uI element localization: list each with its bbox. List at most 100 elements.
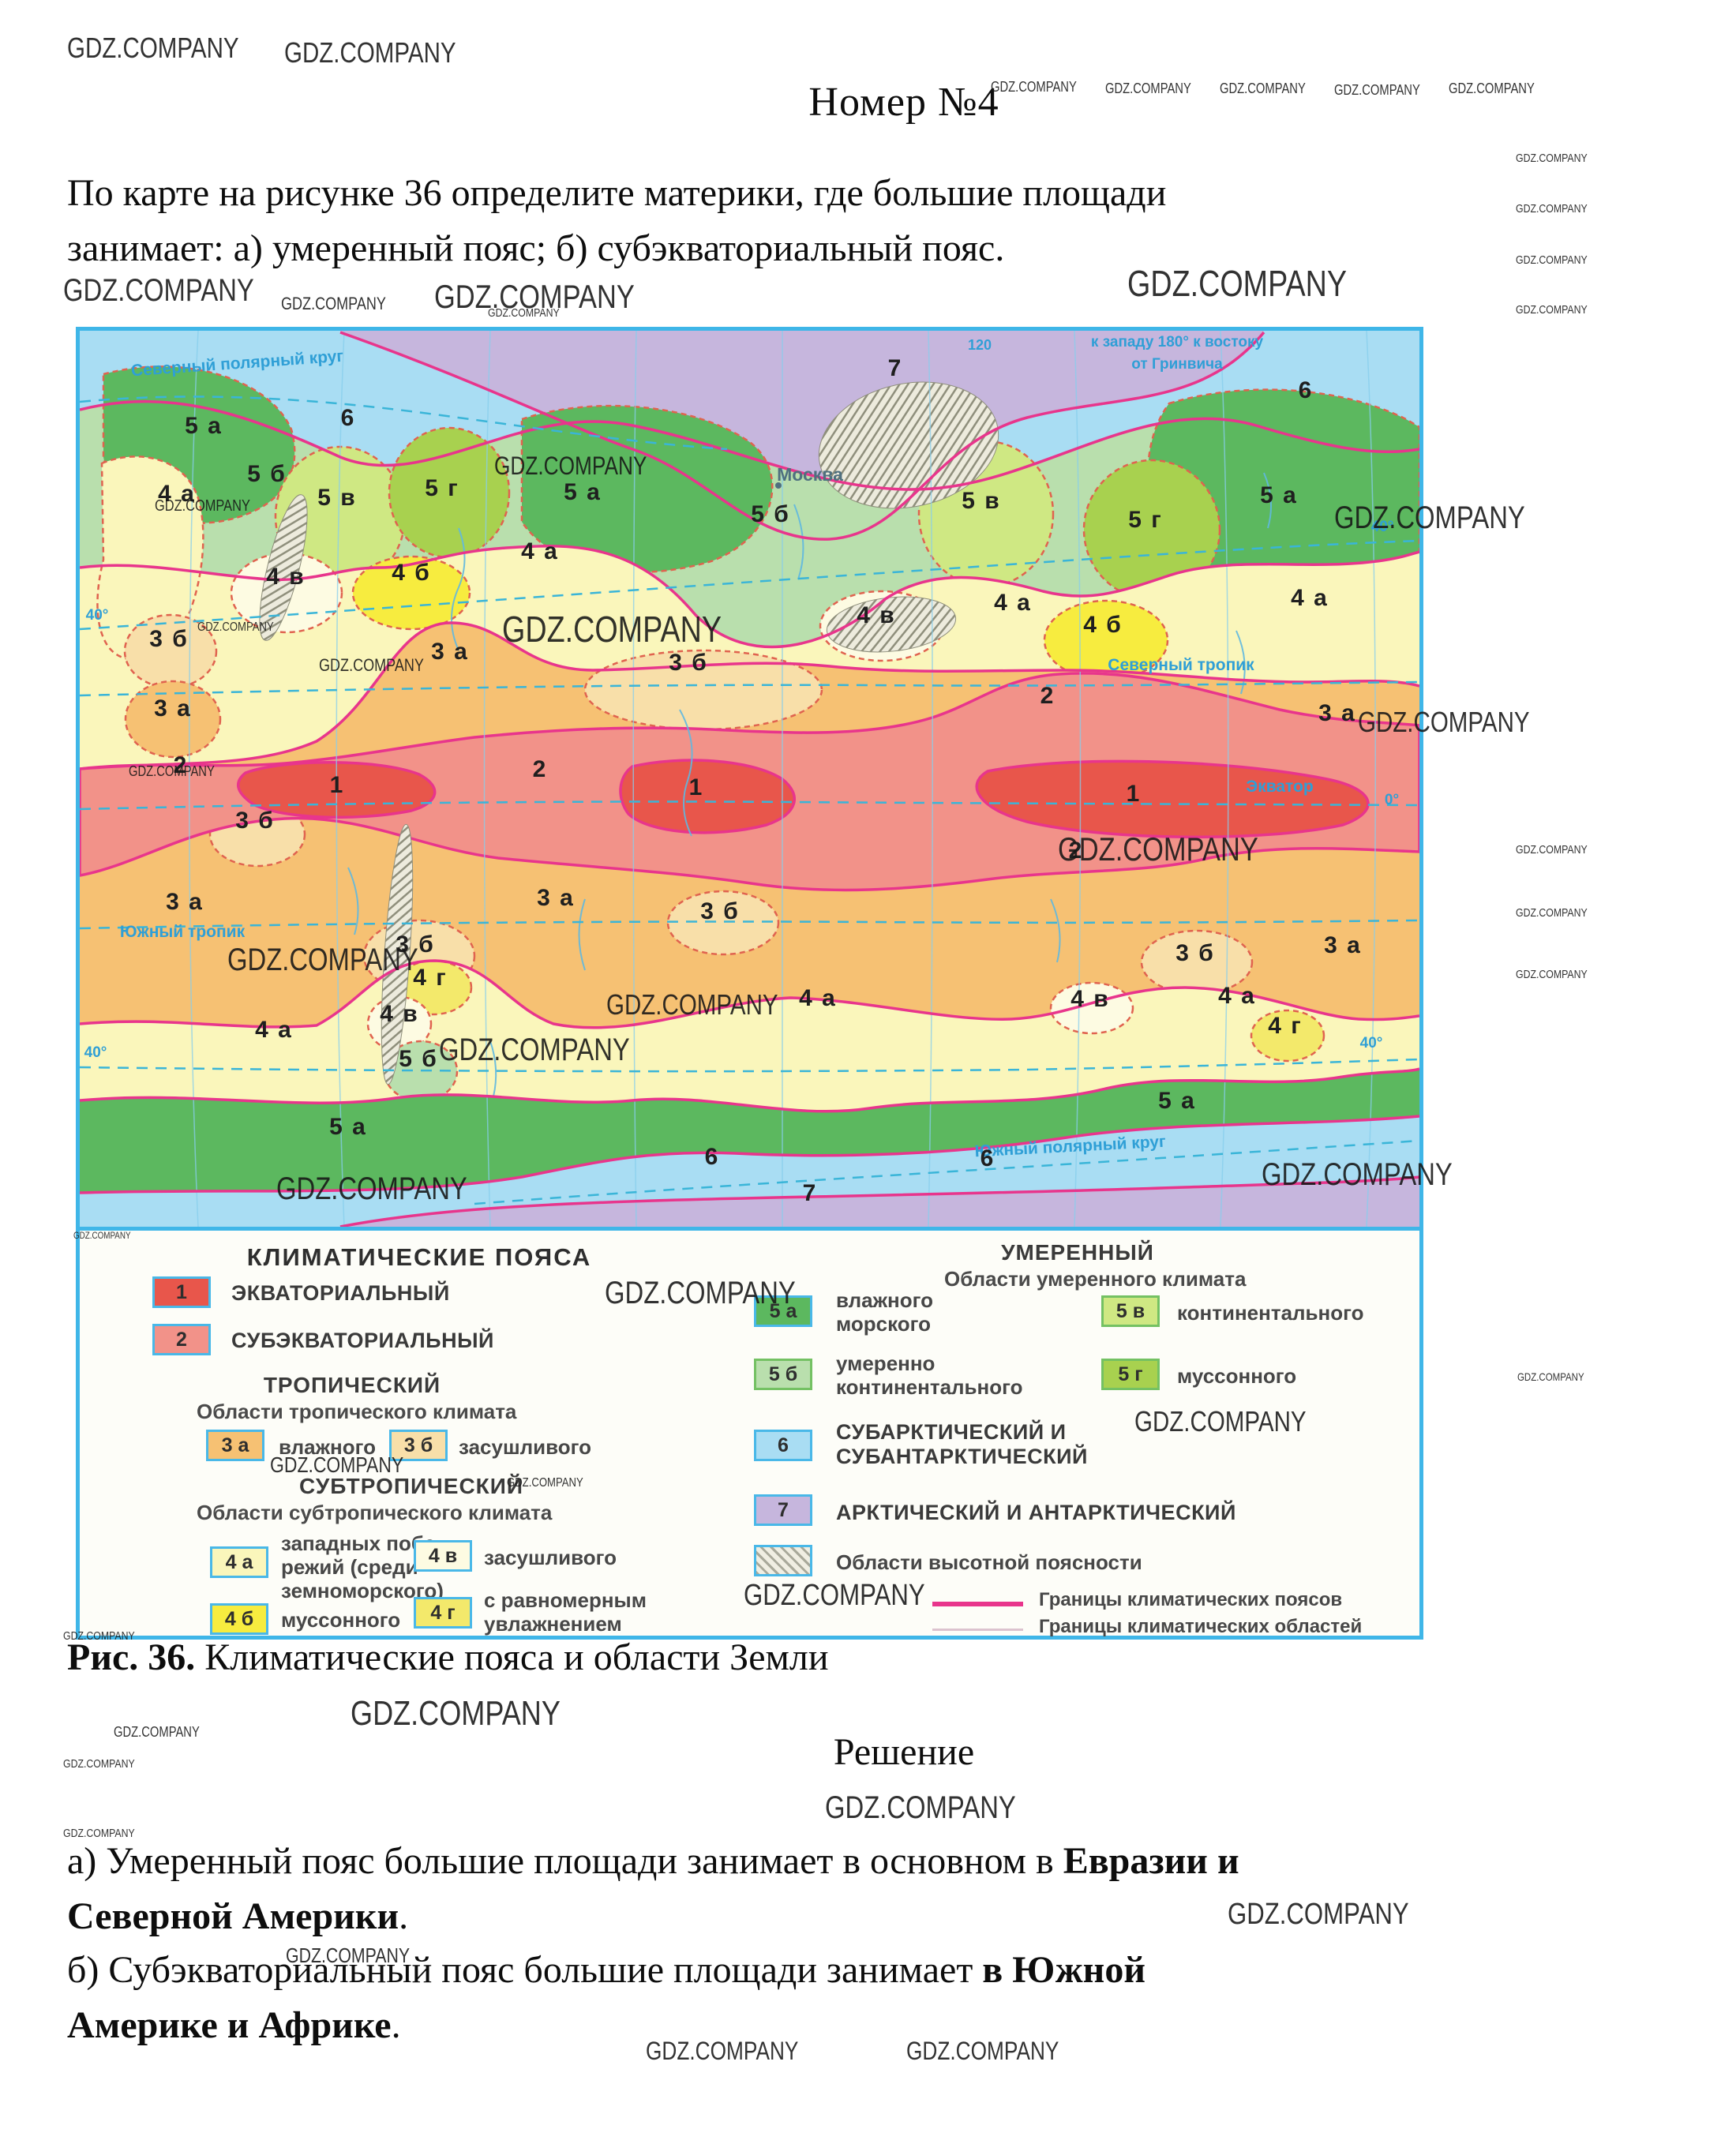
watermark: GDZ.COMPANY: [646, 2037, 799, 2065]
zone-label: 5 б: [751, 501, 790, 527]
zone-label: 3 б: [1175, 940, 1215, 966]
map-annotation: 40°: [1360, 1035, 1383, 1051]
swatch-num: 7: [778, 1498, 789, 1521]
map-annotation: Южный тропик: [120, 923, 246, 941]
zone-label: 4 а: [521, 538, 559, 564]
zone-label: 7: [888, 355, 903, 381]
legend-swatch-4a: 4 а: [210, 1546, 268, 1578]
zone-label: 2: [533, 756, 548, 782]
solution-text: б) Субэкваториальный пояс большие площад…: [67, 1949, 983, 1991]
climate-map-figure: Северный полярный круг к западу 180° к во…: [76, 327, 1423, 1640]
zone-label: 4 а: [255, 1017, 293, 1043]
zone-label: 3 а: [166, 889, 204, 915]
watermark: GDZ.COMPANY: [63, 1629, 135, 1643]
map-annotation: 40°: [84, 1044, 107, 1061]
watermark: GDZ.COMPANY: [129, 763, 215, 779]
watermark: GDZ.COMPANY: [1262, 1157, 1453, 1192]
swatch-num: 3 б: [403, 1434, 433, 1456]
legend-swatch-5g: 5 г: [1101, 1359, 1160, 1390]
map-annotation: 120: [968, 337, 992, 353]
watermark: GDZ.COMPANY: [63, 1827, 135, 1840]
legend-label-4b: муссонного: [281, 1608, 401, 1632]
zone-label: 3 а: [154, 695, 192, 722]
watermark: GDZ.COMPANY: [1516, 968, 1588, 981]
zone-label: 5 а: [185, 413, 223, 439]
swatch-num: 5 б: [768, 1362, 798, 1385]
zone-label: 2: [1069, 838, 1084, 864]
legend-swatch-4b: 4 б: [210, 1603, 268, 1635]
zone-label: 5 в: [962, 488, 1000, 514]
watermark: GDZ.COMPANY: [227, 943, 418, 977]
zone-label: 4 б: [1083, 612, 1123, 638]
legend-swatch-3b: 3 б: [389, 1430, 448, 1461]
zone-label: 6: [1299, 377, 1314, 403]
solution-answer-bold: Северной Америки: [67, 1895, 399, 1937]
legend-swatch-altitude: [754, 1545, 812, 1576]
legend-swatch-6: 6: [754, 1430, 812, 1461]
map-annotation: Экватор: [1246, 778, 1313, 796]
map-legend: КЛИМАТИЧЕСКИЕ ПОЯСА 1 ЭКВАТОРИАЛЬНЫЙ 2 С…: [80, 1227, 1419, 1637]
zone-label: 3 б: [235, 808, 275, 834]
watermark: GDZ.COMPANY: [1127, 263, 1348, 304]
zone-label: 3 а: [1324, 932, 1362, 958]
watermark: GDZ.COMPANY: [319, 655, 424, 675]
zone-label: 4 а: [799, 985, 837, 1011]
zone-boundaries: [80, 331, 1419, 1227]
zone-label: 4 г: [1268, 1013, 1303, 1039]
zone-label: 6: [705, 1144, 720, 1170]
page-title: Номер №4: [808, 80, 999, 125]
legend-label-4g: с равномерным увлажнением: [484, 1588, 647, 1636]
zone-label: 5 г: [1128, 507, 1163, 533]
solution-line-1: а) Умеренный пояс большие площади занима…: [67, 1839, 1685, 1883]
legend-sub-tropical: Области тропического климата: [197, 1400, 517, 1423]
legend-sub-subtropical: Области субтропического климата: [197, 1501, 553, 1524]
zone-label: 4 а: [1291, 585, 1329, 611]
watermark: GDZ.COMPANY: [1516, 303, 1588, 317]
zone-label: 3 а: [537, 885, 575, 911]
legend-label-7: АРКТИЧЕСКИЙ И АНТАРКТИЧЕСКИЙ: [836, 1501, 1236, 1524]
zone-label: 3 б: [700, 898, 740, 924]
zone-label: 5 а: [1260, 482, 1298, 508]
swatch-num: 4 б: [224, 1607, 254, 1630]
swatch-num: 1: [176, 1280, 187, 1303]
legend-label-3b: засушливого: [459, 1435, 592, 1459]
legend-belt-border-sample: [932, 1602, 1023, 1606]
watermark: GDZ.COMPANY: [434, 278, 635, 315]
watermark: GDZ.COMPANY: [1228, 1898, 1409, 1931]
legend-swatch-3a: 3 а: [206, 1430, 264, 1461]
legend-label-3a: влажного: [279, 1435, 377, 1459]
legend-swatch-2: 2: [152, 1324, 211, 1355]
zone-label: 3 б: [669, 650, 708, 676]
zone-label: 3 б: [149, 626, 189, 652]
legend-label-5b: умеренно континентального: [836, 1351, 1023, 1399]
zone-label: 6: [341, 405, 356, 431]
watermark: GDZ.COMPANY: [1449, 81, 1535, 96]
watermark: GDZ.COMPANY: [825, 1790, 1016, 1825]
legend-swatch-5v: 5 в: [1101, 1295, 1160, 1327]
zone-label: 5 г: [425, 475, 459, 501]
figure-caption-text: Климатические пояса и области Земли: [195, 1636, 829, 1678]
watermark: GDZ.COMPANY: [73, 1230, 131, 1241]
legend-swatch-4g: 4 г: [414, 1597, 472, 1629]
zone-label: 4 в: [266, 564, 305, 590]
zone-label: 5 б: [399, 1046, 438, 1072]
zone-label: 4 а: [158, 481, 196, 507]
zone-label: 4 а: [994, 590, 1032, 616]
swatch-num: 4 в: [428, 1544, 458, 1567]
swatch-num: 3 а: [221, 1434, 249, 1456]
legend-label-6: СУБАРКТИЧЕСКИЙ И СУБАНТАРКТИЧЕСКИЙ: [836, 1420, 1088, 1468]
watermark: GDZ.COMPANY: [1516, 202, 1588, 216]
solution-line-4: Америке и Африке.: [67, 2003, 1685, 2047]
watermark: GDZ.COMPANY: [605, 1276, 796, 1310]
watermark: GDZ.COMPANY: [1516, 253, 1588, 267]
zone-label: 2: [174, 752, 189, 778]
watermark: GDZ.COMPANY: [1516, 152, 1588, 165]
watermark: GDZ.COMPANY: [286, 1943, 411, 1967]
solution-answer-bold: Евразии и: [1063, 1840, 1239, 1882]
zone-label: 4 в: [857, 602, 895, 628]
figure-caption: Рис. 36. Климатические пояса и области З…: [67, 1636, 829, 1679]
watermark: GDZ.COMPANY: [906, 2037, 1059, 2065]
swatch-num: 6: [778, 1434, 789, 1456]
altitude-zone-areas: [259, 381, 999, 1085]
solution-text: .: [399, 1895, 409, 1937]
